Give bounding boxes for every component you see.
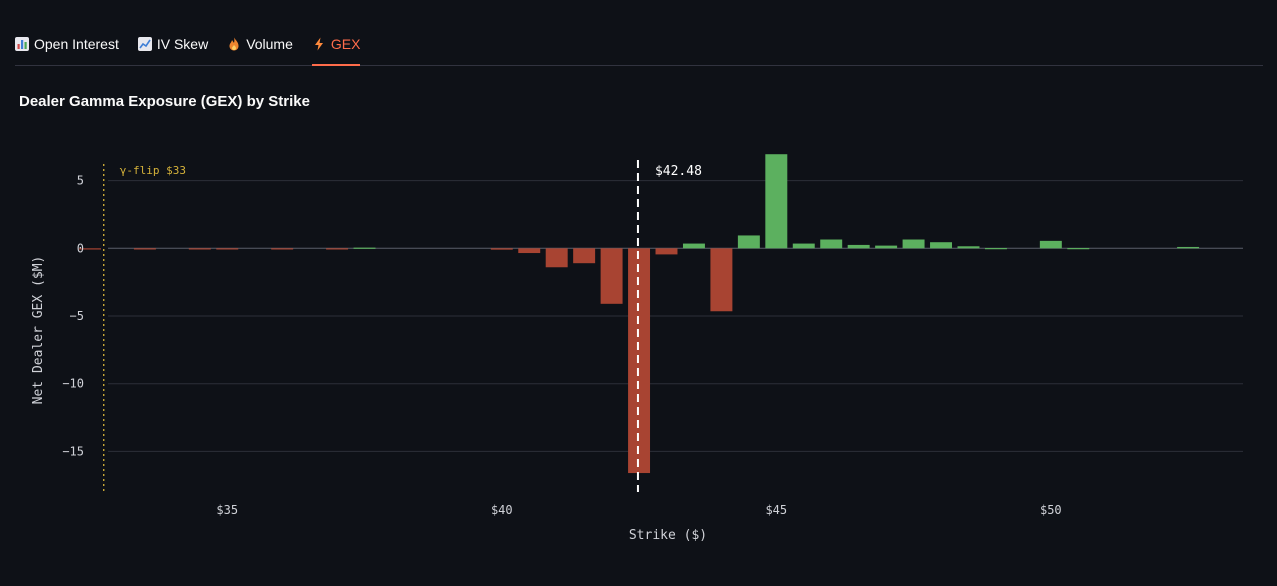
axes: 5 0 −5 −10 −15 $35 $40 $45 $50 Strike ($) Net Deal…: [31, 174, 1062, 543]
tab-iv-skew-label: IV Skew: [156, 36, 209, 52]
bar: [1067, 248, 1090, 250]
bar: [765, 154, 788, 249]
bar: [79, 248, 101, 250]
grid-lines: [108, 180, 1243, 452]
tab-open-interest-label: Open Interest: [34, 36, 119, 52]
y-axis-label: Net Dealer GEX ($M): [31, 256, 46, 405]
bar: [792, 243, 815, 249]
tab-gex-label: GEX: [330, 36, 361, 52]
spot-price-label: $42.48: [655, 164, 702, 179]
y-tick-label: 0: [77, 241, 84, 255]
bar: [902, 239, 925, 249]
bar: [655, 248, 678, 255]
x-tick-label: $35: [216, 503, 238, 517]
bar: [957, 246, 980, 249]
bar: [545, 248, 568, 268]
bar: [628, 248, 651, 474]
tab-bar: Open Interest IV Skew Volume GEX: [15, 28, 1263, 66]
bar-series: [79, 154, 1200, 474]
x-tick-label: $40: [491, 503, 513, 517]
bar: [490, 248, 513, 250]
line-chart-icon: [137, 37, 152, 51]
bar: [875, 245, 898, 249]
bar: [573, 248, 596, 264]
y-tick-label: −5: [70, 309, 84, 323]
bar-chart-icon: [15, 37, 29, 51]
x-axis-label: Strike ($): [629, 528, 707, 543]
bar: [984, 248, 1007, 250]
gamma-flip-label: γ-flip $33: [120, 164, 186, 177]
fire-icon: [229, 37, 239, 51]
bar: [930, 242, 953, 249]
bar: [820, 239, 843, 249]
tab-open-interest[interactable]: Open Interest: [15, 28, 119, 59]
bar: [847, 244, 870, 249]
x-tick-label: $50: [1040, 503, 1062, 517]
bar: [133, 248, 156, 250]
y-tick-label: −15: [62, 444, 84, 458]
bar: [600, 248, 623, 304]
tab-volume[interactable]: Volume: [227, 28, 293, 59]
bar: [1039, 240, 1062, 249]
bar: [710, 248, 733, 312]
tab-volume-label: Volume: [246, 36, 293, 52]
y-tick-label: 5: [77, 174, 84, 188]
bar: [682, 243, 705, 249]
x-tick-label: $45: [765, 503, 787, 517]
bar: [188, 248, 211, 250]
annotations: $42.48 γ-flip $33: [103, 160, 702, 492]
y-tick-label: −10: [62, 377, 84, 391]
bar: [737, 235, 760, 249]
bar: [271, 248, 294, 250]
bar: [518, 248, 541, 254]
bar: [353, 247, 376, 249]
bar: [326, 248, 349, 250]
lightning-icon: [314, 37, 323, 51]
tab-iv-skew[interactable]: IV Skew: [137, 28, 209, 59]
bar: [216, 248, 239, 250]
chart-title: Dealer Gamma Exposure (GEX) by Strike: [19, 93, 310, 110]
tab-gex[interactable]: GEX: [311, 28, 361, 66]
bar: [1177, 246, 1200, 249]
